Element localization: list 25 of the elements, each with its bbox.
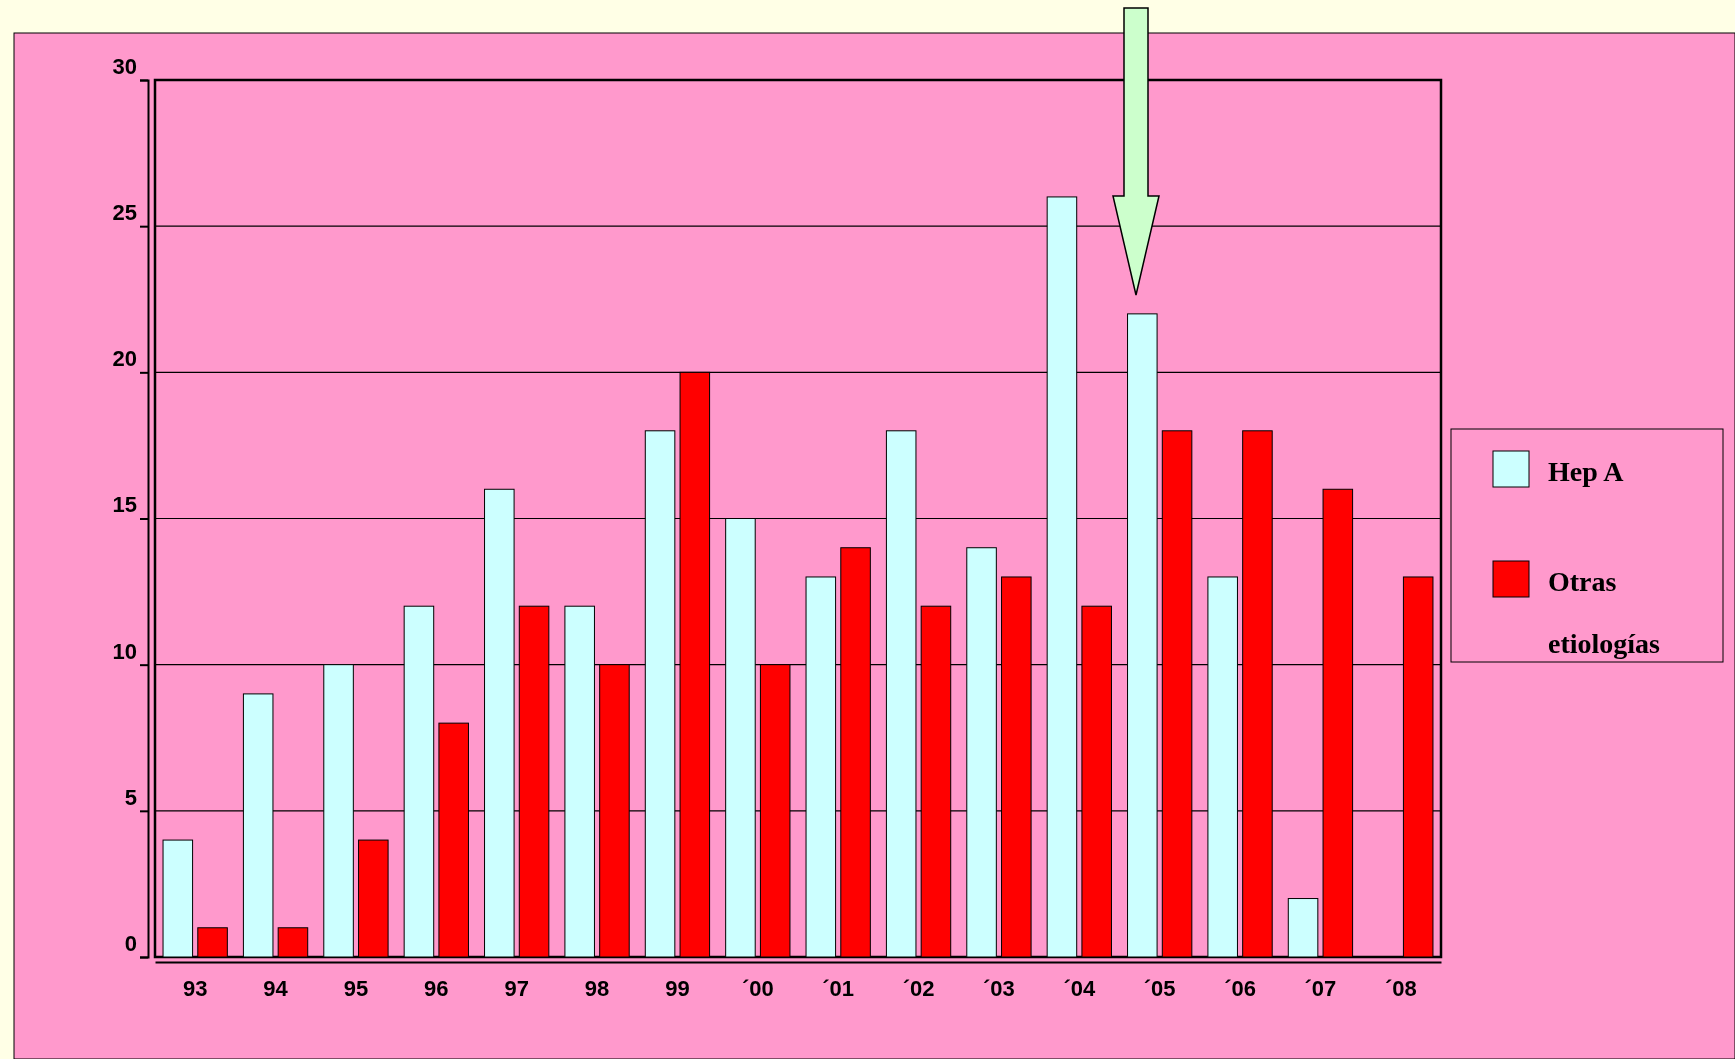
x-tick-label: 93 xyxy=(182,975,208,1001)
y-tick-label: 20 xyxy=(112,346,137,372)
x-tick-label: 94 xyxy=(263,975,289,1001)
x-tick-label: 96 xyxy=(424,975,449,1001)
y-tick-label: 25 xyxy=(112,200,137,226)
x-tick-label: ´06 xyxy=(1224,975,1256,1001)
x-tick-label: ´08 xyxy=(1384,975,1417,1001)
legend-label: Hep A xyxy=(1548,456,1625,487)
x-tick-label: 99 xyxy=(665,975,690,1001)
x-tick-label: ´00 xyxy=(741,975,774,1001)
x-tick-label: ´07 xyxy=(1304,975,1337,1001)
x-tick-label: ´04 xyxy=(1063,975,1096,1001)
y-tick-label: 5 xyxy=(124,784,137,810)
y-tick-label: 15 xyxy=(112,492,137,518)
legend-label: Otras etiologías xyxy=(1548,566,1661,659)
x-tick-label: ´02 xyxy=(902,975,935,1001)
x-tick-label: 98 xyxy=(584,975,610,1001)
y-tick-label: 0 xyxy=(124,930,137,956)
x-tick-label: ´01 xyxy=(822,975,855,1001)
x-tick-label: ´03 xyxy=(983,975,1015,1001)
x-tick-label: 95 xyxy=(343,975,369,1001)
y-tick-label: 10 xyxy=(112,638,137,664)
y-tick-label: 30 xyxy=(112,53,137,79)
x-tick-label: 97 xyxy=(504,975,529,1001)
x-tick-label: ´05 xyxy=(1143,975,1176,1001)
